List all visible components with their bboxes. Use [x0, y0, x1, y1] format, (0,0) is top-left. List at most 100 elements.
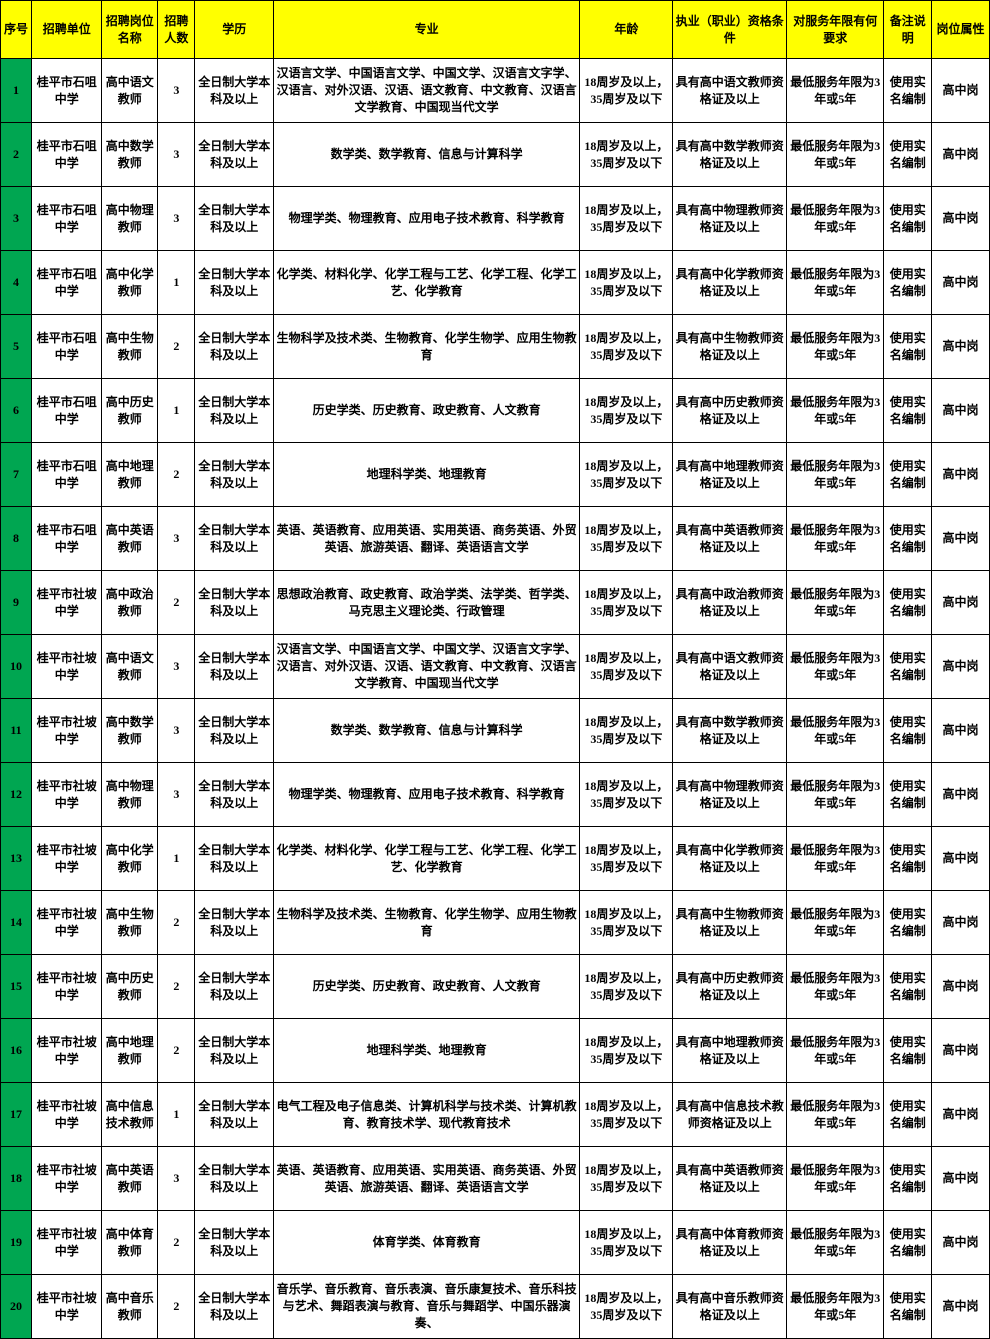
data-cell: 高中信息技术教师 — [102, 1083, 158, 1147]
seq-cell: 9 — [1, 571, 32, 635]
data-cell: 高中岗 — [931, 1275, 989, 1339]
data-cell: 具有高中体育教师资格证及以上 — [673, 1211, 787, 1275]
data-cell: 2 — [158, 571, 195, 635]
data-cell: 最低服务年限为3年或5年 — [787, 699, 884, 763]
table-row: 20桂平市社坡中学高中音乐教师2全日制大学本科及以上音乐学、音乐教育、音乐表演、… — [1, 1275, 990, 1339]
data-cell: 汉语言文学、中国语言文学、中国文学、汉语言文字学、汉语言、对外汉语、汉语、语文教… — [274, 59, 580, 123]
table-row: 15桂平市社坡中学高中历史教师2全日制大学本科及以上历史学类、历史教育、政史教育… — [1, 955, 990, 1019]
seq-cell: 20 — [1, 1275, 32, 1339]
data-cell: 桂平市社坡中学 — [32, 1211, 102, 1275]
seq-cell: 11 — [1, 699, 32, 763]
seq-cell: 7 — [1, 443, 32, 507]
data-cell: 全日制大学本科及以上 — [195, 891, 274, 955]
data-cell: 最低服务年限为3年或5年 — [787, 1083, 884, 1147]
table-row: 19桂平市社坡中学高中体育教师2全日制大学本科及以上体育学类、体育教育18周岁及… — [1, 1211, 990, 1275]
data-cell: 高中岗 — [931, 507, 989, 571]
table-row: 6桂平市石咀中学高中历史教师1全日制大学本科及以上历史学类、历史教育、政史教育、… — [1, 379, 990, 443]
data-cell: 18周岁及以上，35周岁及以下 — [580, 251, 673, 315]
data-cell: 具有高中生物教师资格证及以上 — [673, 315, 787, 379]
data-cell: 最低服务年限为3年或5年 — [787, 187, 884, 251]
data-cell: 具有高中信息技术教师资格证及以上 — [673, 1083, 787, 1147]
data-cell: 全日制大学本科及以上 — [195, 1147, 274, 1211]
data-cell: 高中岗 — [931, 699, 989, 763]
data-cell: 全日制大学本科及以上 — [195, 827, 274, 891]
data-cell: 18周岁及以上，35周岁及以下 — [580, 1275, 673, 1339]
data-cell: 高中体育教师 — [102, 1211, 158, 1275]
table-header: 序号招聘单位招聘岗位名称招聘人数学历专业年龄执业（职业）资格条件对服务年限有何要… — [1, 1, 990, 59]
data-cell: 18周岁及以上，35周岁及以下 — [580, 507, 673, 571]
data-cell: 数学类、数学教育、信息与计算科学 — [274, 699, 580, 763]
data-cell: 全日制大学本科及以上 — [195, 507, 274, 571]
data-cell: 桂平市社坡中学 — [32, 1019, 102, 1083]
data-cell: 桂平市石咀中学 — [32, 315, 102, 379]
data-cell: 使用实名编制 — [884, 187, 932, 251]
seq-cell: 1 — [1, 59, 32, 123]
data-cell: 高中历史教师 — [102, 379, 158, 443]
data-cell: 桂平市石咀中学 — [32, 187, 102, 251]
data-cell: 地理科学类、地理教育 — [274, 443, 580, 507]
data-cell: 全日制大学本科及以上 — [195, 251, 274, 315]
data-cell: 18周岁及以上，35周岁及以下 — [580, 635, 673, 699]
data-cell: 桂平市石咀中学 — [32, 251, 102, 315]
col-header-7: 执业（职业）资格条件 — [673, 1, 787, 59]
data-cell: 使用实名编制 — [884, 1211, 932, 1275]
data-cell: 18周岁及以上，35周岁及以下 — [580, 123, 673, 187]
col-header-3: 招聘人数 — [158, 1, 195, 59]
data-cell: 全日制大学本科及以上 — [195, 1019, 274, 1083]
data-cell: 全日制大学本科及以上 — [195, 59, 274, 123]
data-cell: 18周岁及以上，35周岁及以下 — [580, 891, 673, 955]
data-cell: 使用实名编制 — [884, 1275, 932, 1339]
data-cell: 使用实名编制 — [884, 1147, 932, 1211]
data-cell: 高中地理教师 — [102, 1019, 158, 1083]
data-cell: 高中物理教师 — [102, 763, 158, 827]
data-cell: 18周岁及以上，35周岁及以下 — [580, 315, 673, 379]
data-cell: 18周岁及以上，35周岁及以下 — [580, 187, 673, 251]
table-row: 14桂平市社坡中学高中生物教师2全日制大学本科及以上生物科学及技术类、生物教育、… — [1, 891, 990, 955]
data-cell: 高中政治教师 — [102, 571, 158, 635]
table-row: 12桂平市社坡中学高中物理教师3全日制大学本科及以上物理学类、物理教育、应用电子… — [1, 763, 990, 827]
data-cell: 物理学类、物理教育、应用电子技术教育、科学教育 — [274, 763, 580, 827]
data-cell: 2 — [158, 443, 195, 507]
table-row: 5桂平市石咀中学高中生物教师2全日制大学本科及以上生物科学及技术类、生物教育、化… — [1, 315, 990, 379]
data-cell: 具有高中地理教师资格证及以上 — [673, 1019, 787, 1083]
data-cell: 高中岗 — [931, 123, 989, 187]
data-cell: 18周岁及以上，35周岁及以下 — [580, 1083, 673, 1147]
data-cell: 高中岗 — [931, 1083, 989, 1147]
data-cell: 使用实名编制 — [884, 699, 932, 763]
seq-cell: 13 — [1, 827, 32, 891]
data-cell: 高中岗 — [931, 635, 989, 699]
data-cell: 高中英语教师 — [102, 1147, 158, 1211]
data-cell: 桂平市社坡中学 — [32, 1147, 102, 1211]
data-cell: 高中岗 — [931, 891, 989, 955]
data-cell: 最低服务年限为3年或5年 — [787, 635, 884, 699]
data-cell: 最低服务年限为3年或5年 — [787, 1275, 884, 1339]
table-row: 8桂平市石咀中学高中英语教师3全日制大学本科及以上英语、英语教育、应用英语、实用… — [1, 507, 990, 571]
recruitment-table: 序号招聘单位招聘岗位名称招聘人数学历专业年龄执业（职业）资格条件对服务年限有何要… — [0, 0, 990, 1339]
table-row: 13桂平市社坡中学高中化学教师1全日制大学本科及以上化学类、材料化学、化学工程与… — [1, 827, 990, 891]
data-cell: 18周岁及以上，35周岁及以下 — [580, 571, 673, 635]
data-cell: 最低服务年限为3年或5年 — [787, 1211, 884, 1275]
seq-cell: 10 — [1, 635, 32, 699]
seq-cell: 12 — [1, 763, 32, 827]
data-cell: 具有高中历史教师资格证及以上 — [673, 379, 787, 443]
data-cell: 具有高中地理教师资格证及以上 — [673, 443, 787, 507]
data-cell: 体育学类、体育教育 — [274, 1211, 580, 1275]
data-cell: 英语、英语教育、应用英语、实用英语、商务英语、外贸英语、旅游英语、翻译、英语语言… — [274, 507, 580, 571]
data-cell: 3 — [158, 59, 195, 123]
data-cell: 最低服务年限为3年或5年 — [787, 251, 884, 315]
data-cell: 3 — [158, 1147, 195, 1211]
data-cell: 高中岗 — [931, 955, 989, 1019]
data-cell: 高中音乐教师 — [102, 1275, 158, 1339]
data-cell: 桂平市社坡中学 — [32, 1083, 102, 1147]
col-header-10: 岗位属性 — [931, 1, 989, 59]
data-cell: 使用实名编制 — [884, 891, 932, 955]
data-cell: 使用实名编制 — [884, 59, 932, 123]
table-row: 9桂平市社坡中学高中政治教师2全日制大学本科及以上思想政治教育、政史教育、政治学… — [1, 571, 990, 635]
seq-cell: 4 — [1, 251, 32, 315]
data-cell: 全日制大学本科及以上 — [195, 763, 274, 827]
data-cell: 使用实名编制 — [884, 507, 932, 571]
col-header-4: 学历 — [195, 1, 274, 59]
data-cell: 具有高中语文教师资格证及以上 — [673, 635, 787, 699]
data-cell: 生物科学及技术类、生物教育、化学生物学、应用生物教育 — [274, 891, 580, 955]
data-cell: 使用实名编制 — [884, 123, 932, 187]
